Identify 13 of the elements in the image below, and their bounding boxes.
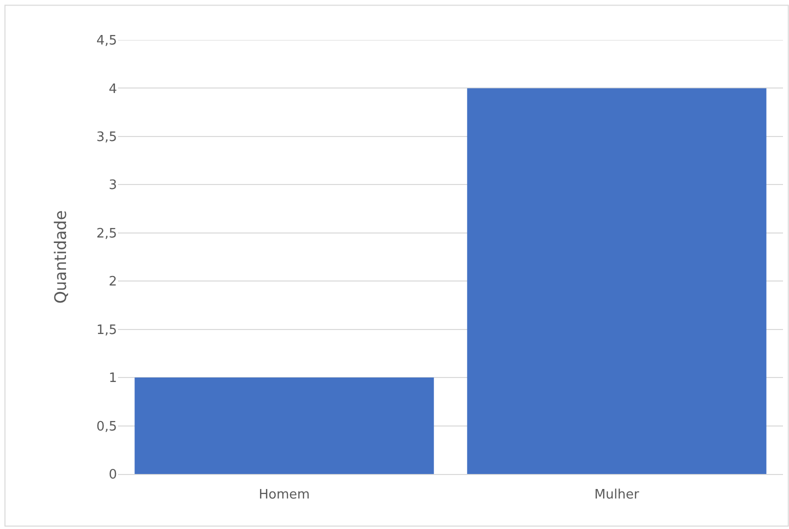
y-tick-label: 4,5: [96, 34, 117, 49]
y-tick-label: 2: [108, 274, 117, 290]
y-tick-label: 3: [108, 178, 117, 194]
y-tick-label: 0,5: [96, 419, 117, 434]
x-tick-label: Homem: [258, 488, 310, 503]
y-tick-label: 0: [108, 468, 117, 483]
y-axis-title: Quantidade: [51, 210, 70, 304]
y-tick-label: 4: [108, 82, 117, 97]
x-tick-label: Mulher: [594, 488, 640, 503]
y-tick-label: 1: [108, 371, 117, 386]
y-tick-label: 2,5: [96, 226, 117, 242]
y-tick-label: 3,5: [96, 130, 117, 145]
y-tick-label: 1,5: [96, 322, 117, 338]
